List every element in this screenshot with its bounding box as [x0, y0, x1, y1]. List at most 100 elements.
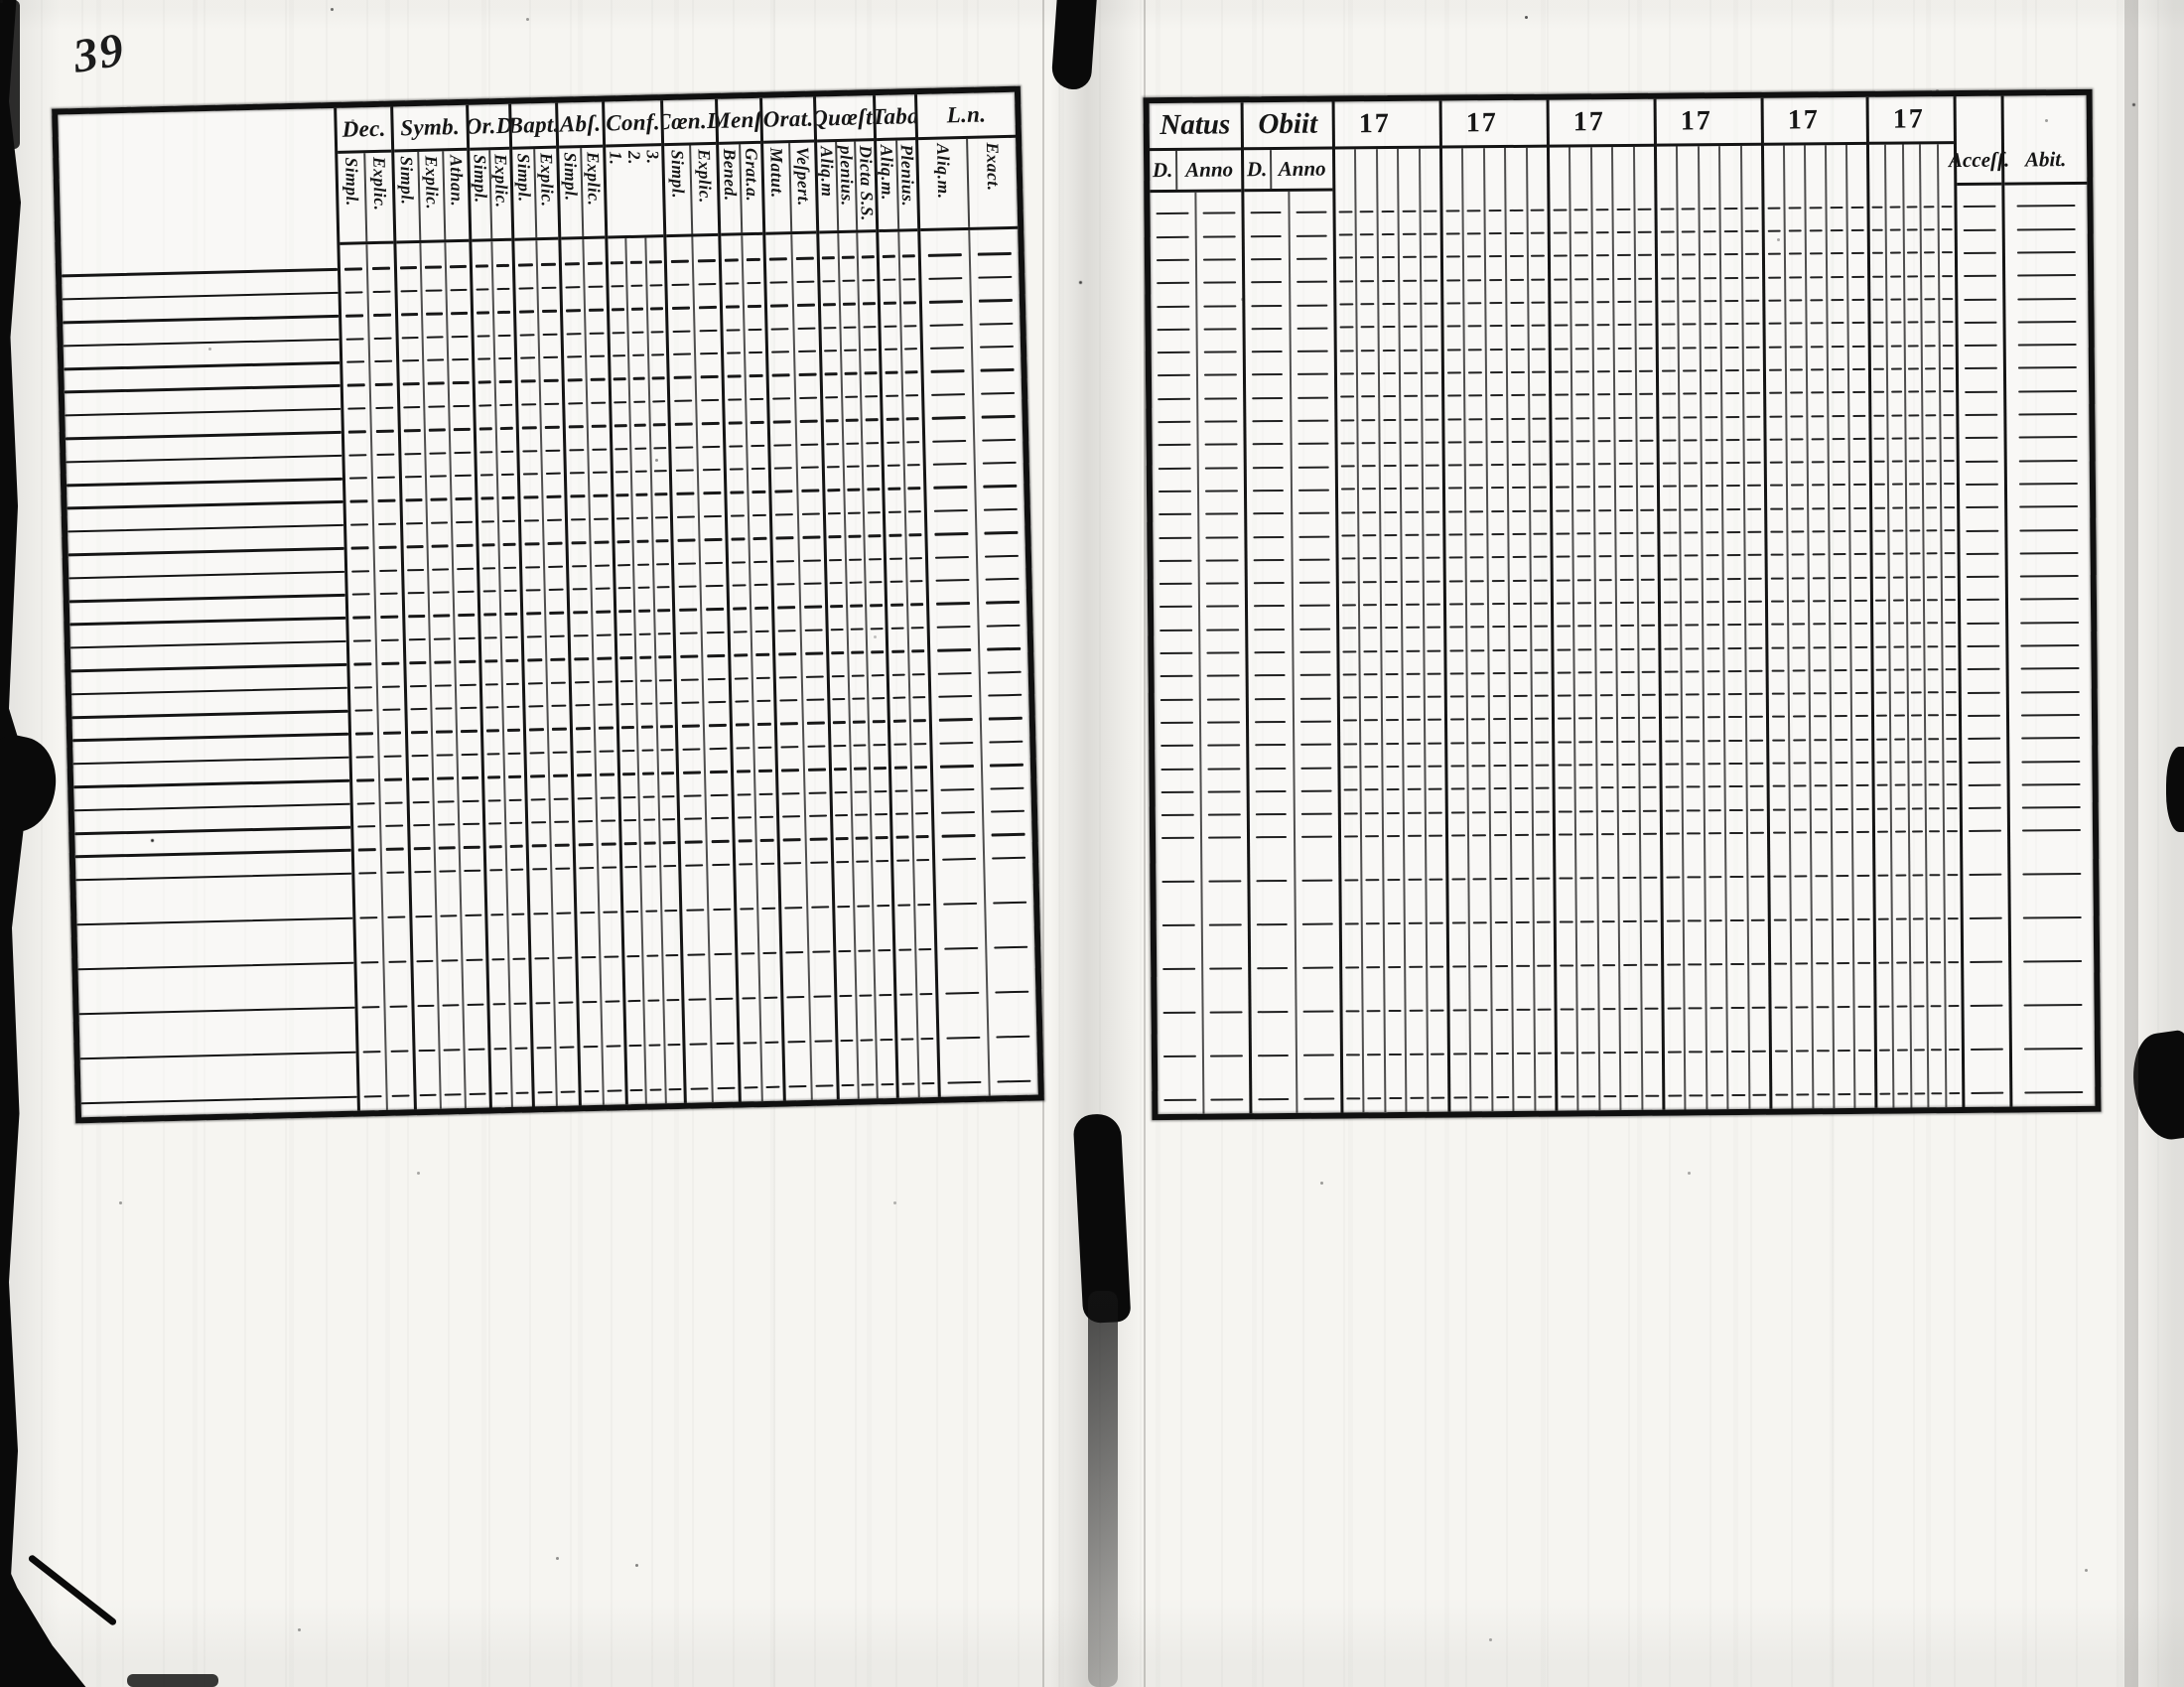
row-line	[2020, 737, 2081, 740]
row-line	[1927, 575, 1939, 578]
row-line	[1450, 810, 1465, 814]
row-line	[1299, 743, 1332, 747]
row-line	[1642, 740, 1657, 743]
row-line	[903, 324, 917, 328]
row-line	[1535, 741, 1550, 744]
row-line	[775, 512, 794, 516]
row-line	[914, 788, 928, 792]
row-line	[699, 351, 718, 355]
row-line	[1788, 299, 1803, 302]
body-strip	[1150, 193, 1202, 1114]
row-line	[1928, 737, 1940, 740]
row-line	[65, 407, 341, 417]
row-line	[1944, 622, 1957, 625]
row-line	[1941, 251, 1953, 254]
subheader-label: Simpl.	[396, 155, 418, 206]
row-line	[1424, 302, 1438, 305]
row-line	[1815, 962, 1830, 965]
row-line	[1253, 512, 1285, 515]
row-line	[1856, 874, 1870, 877]
row-line	[1965, 436, 1998, 440]
row-line	[1157, 305, 1190, 308]
row-line	[1890, 414, 1902, 417]
row-line	[749, 374, 763, 377]
row-line	[1964, 251, 1996, 254]
row-line	[987, 693, 1023, 697]
row-line	[1851, 322, 1865, 325]
row-line	[1207, 767, 1241, 771]
row-line	[1749, 785, 1764, 788]
row-line	[1835, 784, 1848, 787]
row-line	[1912, 874, 1924, 877]
row-line	[1851, 367, 1866, 370]
row-line	[1404, 441, 1419, 444]
row-line	[531, 844, 547, 848]
row-line	[450, 265, 467, 269]
row-line	[1925, 437, 1938, 440]
column-header: Cœn.D	[663, 98, 717, 147]
subheader-label: Plenius.	[896, 144, 918, 208]
subheader-label: Simpl.	[470, 154, 491, 204]
row-line	[1360, 303, 1375, 306]
row-line	[1831, 414, 1845, 417]
row-line	[576, 773, 593, 776]
row-line	[989, 763, 1024, 768]
row-line	[1684, 577, 1699, 581]
row-line	[832, 674, 845, 678]
subheader-cell: Simpl.	[394, 152, 419, 241]
row-line	[1513, 671, 1528, 674]
row-line	[463, 822, 479, 826]
row-line	[1488, 278, 1503, 281]
row-line	[1643, 832, 1658, 835]
row-line	[1469, 509, 1484, 513]
row-line	[1725, 485, 1740, 488]
column-header: Dec.	[337, 106, 392, 154]
row-line	[417, 1004, 435, 1008]
row-line	[1966, 483, 1998, 486]
column-body	[1442, 147, 1556, 1112]
row-line	[572, 588, 588, 591]
row-line	[1577, 671, 1592, 674]
row-line	[1835, 807, 1849, 810]
row-line	[1429, 878, 1443, 881]
row-line	[1403, 349, 1418, 351]
row-line	[569, 472, 585, 475]
row-line	[73, 802, 350, 812]
row-line	[988, 717, 1024, 721]
row-line	[1599, 694, 1614, 697]
row-line	[353, 685, 373, 689]
row-line	[455, 474, 472, 478]
row-line	[1909, 529, 1921, 532]
row-line	[576, 750, 592, 754]
row-line	[1427, 672, 1441, 675]
row-line	[1561, 1095, 1575, 1098]
page-number: 39	[69, 23, 129, 83]
right-edge-streak	[2124, 0, 2138, 1687]
row-line	[355, 755, 374, 759]
row-line	[1815, 918, 1830, 921]
row-line	[601, 842, 616, 846]
row-line	[2018, 436, 2078, 439]
row-line	[1709, 1007, 1724, 1010]
row-line	[1681, 208, 1696, 211]
row-line	[432, 591, 450, 595]
row-line	[534, 956, 550, 960]
row-line	[466, 958, 483, 962]
row-line	[697, 282, 716, 286]
row-line	[629, 261, 643, 264]
row-line	[1598, 625, 1613, 628]
row-line	[69, 639, 346, 649]
row-line	[1705, 485, 1719, 488]
row-line	[1811, 438, 1825, 441]
row-line	[641, 749, 654, 753]
row-line	[1686, 785, 1701, 788]
row-line	[558, 1001, 574, 1005]
row-line	[435, 707, 453, 711]
row-line	[605, 1000, 620, 1003]
row-line	[1386, 811, 1401, 814]
row-line	[639, 655, 652, 659]
row-line	[688, 1043, 707, 1046]
row-line	[1470, 626, 1485, 629]
row-line	[1489, 348, 1504, 351]
row-line	[1642, 785, 1657, 789]
